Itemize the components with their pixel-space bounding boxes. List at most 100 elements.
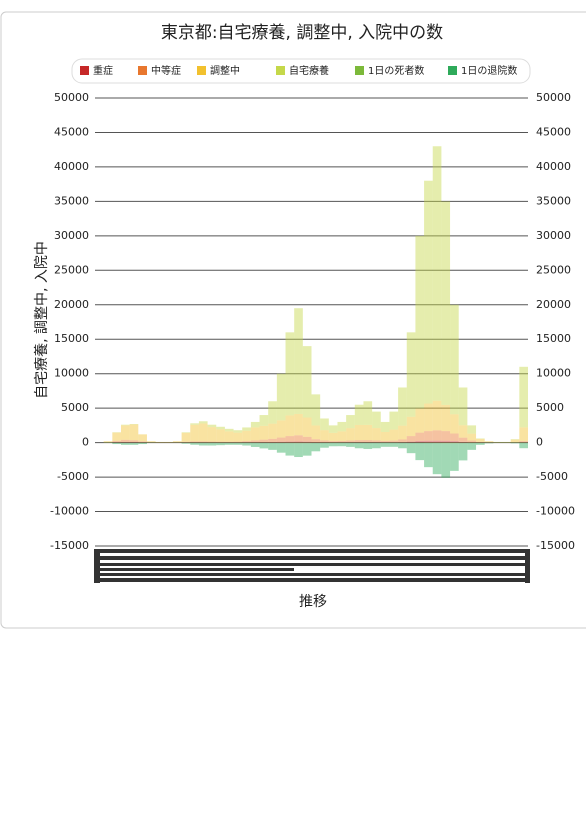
y2-tick-label: 40000 (536, 160, 571, 173)
bar-segment (216, 429, 225, 442)
bar-segment (268, 423, 277, 439)
bar-segment (406, 441, 416, 443)
bar-segment (112, 442, 121, 445)
y2-tick-label: 5000 (536, 401, 564, 414)
y-tick-label: -5000 (57, 470, 89, 483)
bar-segment (233, 430, 243, 433)
bar-segment (398, 425, 407, 440)
bar-segment (380, 421, 390, 433)
legend-swatch (138, 66, 147, 75)
bar-segment (172, 441, 182, 443)
bar-segment (129, 424, 139, 441)
bar-segment (389, 442, 399, 447)
legend-label: 中等症 (151, 64, 181, 77)
bar-segment (224, 442, 234, 445)
y2-tick-label: 50000 (536, 91, 571, 104)
bar-segment (311, 394, 321, 426)
bar-segment (519, 441, 528, 443)
bar-segment (294, 443, 303, 458)
bar-segment (311, 425, 321, 440)
bar-segment (120, 441, 130, 443)
bar-segment (285, 415, 295, 437)
bar-segment (155, 441, 165, 443)
bar-segment (198, 421, 208, 424)
bar-segment (138, 434, 147, 442)
bar-segment (398, 439, 407, 443)
y2-tick-label: -10000 (536, 505, 575, 518)
bar-segment (207, 427, 217, 442)
bar-segment (441, 440, 451, 443)
bar-segment (406, 442, 416, 454)
bar-segment (112, 440, 121, 443)
bar-segment (458, 443, 468, 461)
bar-segment (198, 423, 208, 442)
bar-segment (493, 441, 503, 443)
bar-segment (346, 428, 355, 441)
bar-segment (458, 442, 468, 444)
bar-segment (337, 440, 347, 443)
bar-segment (302, 346, 312, 418)
bar-segment (432, 443, 442, 475)
bar-segment (484, 442, 494, 444)
y2-tick-label: 20000 (536, 298, 571, 311)
bar-segment (268, 438, 277, 442)
y-tick-label: 15000 (54, 332, 89, 345)
bar-segment (328, 425, 338, 433)
bar-segment (337, 421, 347, 432)
y-tick-label: 10000 (54, 367, 89, 380)
bar-segment (302, 436, 312, 442)
bar-segment (259, 442, 269, 449)
bar-segment (294, 413, 303, 436)
x-tick-label-block (94, 549, 530, 583)
bar-segment (164, 441, 173, 443)
bar-segment (259, 442, 269, 443)
y-tick-label: 30000 (54, 229, 89, 242)
bar-segment (450, 433, 459, 442)
bar-segment (120, 442, 130, 445)
bar-segment (224, 431, 234, 442)
bar-segment (224, 441, 234, 443)
bar-segment (320, 418, 329, 431)
bar-segment (337, 431, 347, 441)
bar-segment (424, 180, 433, 404)
x-axis-title: 推移 (299, 594, 327, 610)
bar-segment (207, 424, 217, 428)
bar-segment (363, 440, 373, 443)
bar-segment (294, 308, 303, 414)
y-tick-label: 40000 (54, 160, 89, 173)
bar-segment (190, 441, 199, 443)
bar-segment (415, 408, 425, 433)
bar-segment (380, 440, 390, 443)
bar-segment (302, 441, 312, 443)
bar-segment (181, 432, 191, 433)
bar-segment (181, 432, 191, 442)
bar-segment (424, 403, 433, 432)
bar-segment (441, 443, 451, 478)
bar-segment (519, 366, 528, 428)
bar-segment (320, 430, 329, 441)
bar-segment (406, 436, 416, 442)
bar-segment (450, 443, 459, 471)
bar-segment (432, 430, 442, 441)
y2-tick-label: -15000 (536, 539, 575, 552)
bar-segment (476, 441, 485, 443)
bar-segment (138, 441, 147, 443)
bar-segment (398, 387, 407, 426)
bar-segment (372, 440, 381, 443)
bar-segment (450, 304, 459, 415)
bar-segment (242, 430, 251, 442)
bar-segment (294, 435, 303, 442)
chart-title: 東京都:自宅療養, 調整中, 入院中の数 (161, 23, 443, 43)
bar-segment (389, 429, 399, 441)
bar-segment (372, 428, 381, 441)
y2-tick-label: 30000 (536, 229, 571, 242)
bar-segment (328, 442, 338, 447)
bar-segment (398, 442, 407, 449)
bar-segment (302, 442, 312, 444)
bar-segment (467, 433, 477, 441)
bar-segment (207, 442, 217, 446)
bar-segment (354, 440, 364, 443)
x-label-scribble (94, 573, 529, 576)
bar-segment (363, 442, 373, 449)
